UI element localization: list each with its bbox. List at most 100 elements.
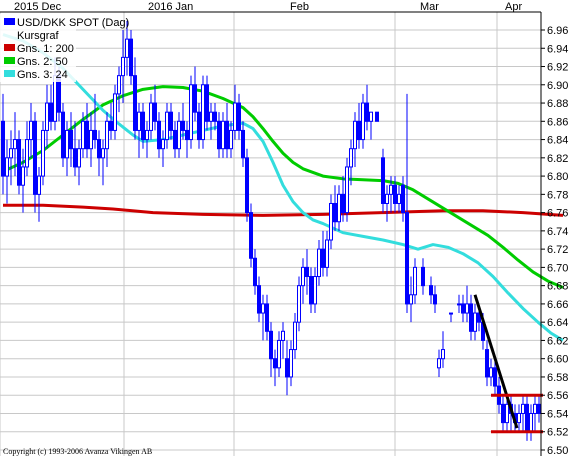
candle-body bbox=[185, 129, 189, 141]
y-tick-label: 6.78 bbox=[547, 189, 568, 201]
candle-body bbox=[109, 120, 113, 131]
candle-body bbox=[141, 111, 145, 141]
ma-line-gns-3-24 bbox=[2, 33, 564, 342]
candle-body bbox=[205, 84, 209, 122]
candle-body bbox=[537, 403, 541, 414]
candle-body bbox=[375, 111, 379, 122]
x-tick-label: Feb bbox=[290, 1, 309, 13]
y-tick-label: 6.86 bbox=[547, 116, 568, 128]
candle-body bbox=[253, 257, 257, 287]
candle-body bbox=[17, 139, 21, 186]
candle-body bbox=[505, 403, 509, 424]
x-tick-label: 2016 Jan bbox=[148, 1, 193, 13]
candle-body bbox=[41, 129, 45, 177]
candle-body bbox=[473, 312, 477, 332]
y-tick-label: 6.74 bbox=[547, 226, 568, 238]
candle-body bbox=[213, 111, 217, 122]
candle-body bbox=[517, 412, 521, 424]
candle-body bbox=[5, 157, 9, 177]
y-tick-label: 6.70 bbox=[547, 262, 568, 274]
candle-body bbox=[409, 294, 413, 305]
y-tick-label: 6.80 bbox=[547, 171, 568, 183]
legend-swatch bbox=[4, 44, 15, 51]
y-tick-label: 6.60 bbox=[547, 354, 568, 366]
y-tick-label: 6.58 bbox=[547, 372, 568, 384]
candle-body bbox=[401, 184, 405, 214]
candle-body bbox=[389, 184, 393, 195]
candle-body bbox=[361, 102, 365, 141]
candle-body bbox=[245, 157, 249, 214]
candle-body bbox=[105, 120, 109, 150]
candle-body bbox=[405, 212, 409, 305]
candle-body bbox=[433, 294, 437, 305]
y-tick-label: 6.66 bbox=[547, 299, 568, 311]
y-tick-label: 6.62 bbox=[547, 335, 568, 347]
candle-body bbox=[397, 193, 401, 204]
candle-body bbox=[349, 148, 353, 168]
candle-body bbox=[169, 111, 173, 131]
y-tick-label: 6.52 bbox=[547, 427, 568, 439]
y-tick-label: 6.94 bbox=[547, 43, 568, 55]
candle-body bbox=[437, 358, 441, 369]
candle-body bbox=[313, 276, 317, 305]
candle-body bbox=[181, 120, 185, 131]
candle-body bbox=[145, 129, 149, 141]
candle-body bbox=[1, 120, 5, 177]
x-tick-label: Mar bbox=[420, 1, 439, 13]
candle-body bbox=[113, 93, 117, 131]
trendline bbox=[473, 294, 519, 429]
candle-body bbox=[193, 84, 197, 113]
candle-body bbox=[13, 139, 17, 150]
legend-swatch bbox=[4, 70, 15, 77]
legend-label: Gns. 2: 50 bbox=[17, 56, 68, 68]
candle-body bbox=[333, 202, 337, 223]
candle-body bbox=[25, 139, 29, 168]
candle-body bbox=[189, 84, 193, 141]
candle-body bbox=[309, 276, 313, 305]
y-tick-label: 6.56 bbox=[547, 390, 568, 402]
candle-body bbox=[321, 248, 325, 268]
candle-body bbox=[149, 102, 153, 131]
candle-body bbox=[357, 120, 361, 141]
candle-body bbox=[393, 184, 397, 204]
candle-body bbox=[133, 75, 137, 131]
candle-body bbox=[165, 111, 169, 141]
candle-body bbox=[365, 102, 369, 122]
candle-body bbox=[465, 303, 469, 314]
candle-body bbox=[289, 349, 293, 378]
y-tick-label: 6.96 bbox=[547, 25, 568, 37]
candle-body bbox=[9, 148, 13, 159]
grid bbox=[0, 12, 541, 456]
candle-body bbox=[209, 111, 213, 122]
candle-body bbox=[21, 166, 25, 186]
candle-body bbox=[281, 330, 285, 341]
candle-body bbox=[269, 330, 273, 360]
candle-body bbox=[469, 303, 473, 332]
y-tick-label: 6.82 bbox=[547, 153, 568, 165]
candle-body bbox=[477, 312, 481, 323]
candle-body bbox=[233, 102, 237, 131]
candle-body bbox=[89, 129, 93, 150]
candle-body bbox=[529, 412, 533, 433]
candle-body bbox=[69, 129, 73, 150]
candle-body bbox=[493, 367, 497, 387]
candle-body bbox=[241, 129, 245, 159]
y-tick-label: 6.84 bbox=[547, 135, 568, 147]
candle-body bbox=[421, 266, 425, 287]
candle-body bbox=[81, 120, 85, 150]
candle-body bbox=[413, 266, 417, 296]
candle-body bbox=[293, 321, 297, 351]
y-tick-label: 6.76 bbox=[547, 208, 568, 220]
candle-body bbox=[221, 120, 225, 150]
candle-body bbox=[153, 102, 157, 122]
candle-body bbox=[201, 84, 205, 141]
candle-body bbox=[77, 148, 81, 168]
candle-body bbox=[97, 139, 101, 159]
candle-body bbox=[341, 193, 345, 214]
candle-body bbox=[257, 285, 261, 314]
candle-body bbox=[485, 349, 489, 378]
candle-body bbox=[45, 102, 49, 131]
candles bbox=[1, 20, 541, 441]
